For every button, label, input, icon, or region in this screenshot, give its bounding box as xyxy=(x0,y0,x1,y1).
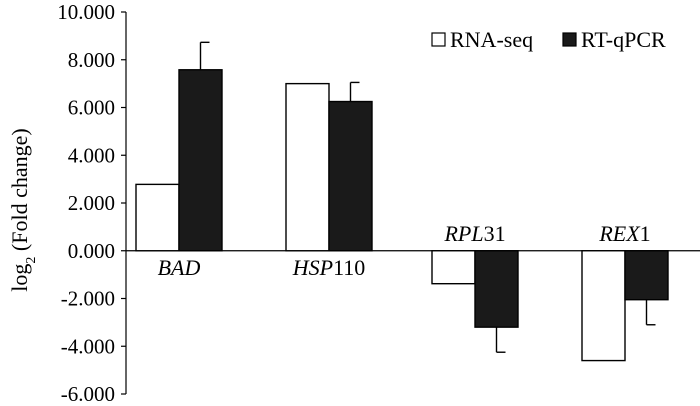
y-tick-label: 2.000 xyxy=(68,191,115,215)
y-tick-label: -6.000 xyxy=(61,382,115,406)
legend-label: RT-qPCR xyxy=(581,27,666,52)
bar-series xyxy=(135,41,669,362)
category-label: RPL31 xyxy=(443,221,505,246)
bar-rna-seq-rex1 xyxy=(581,250,626,362)
axes: 10.000 8.000 6.000 4.000 2.000 0.000 -2.000 -4.… xyxy=(57,0,700,406)
y-axis-title: log2 (Fold change) xyxy=(7,128,39,291)
bar-rt-qpcr-hsp110 xyxy=(328,100,373,252)
category-labels: BAD HSP110 RPL31 REX1 xyxy=(158,221,651,280)
bar-rna-seq-bad xyxy=(135,183,180,252)
bar-rt-qpcr-bad xyxy=(178,69,223,252)
y-tick-label: -4.000 xyxy=(61,334,115,358)
legend: RNA-seq RT-qPCR xyxy=(431,27,666,52)
bar-rt-qpcr-rex1 xyxy=(624,250,669,301)
category-label: HSP110 xyxy=(292,255,366,280)
bar-rna-seq-hsp110 xyxy=(285,82,330,252)
bar-rt-qpcr-rpl31 xyxy=(474,250,519,328)
legend-swatch xyxy=(562,32,577,47)
category-label: BAD xyxy=(158,255,201,280)
y-tick-label: 6.000 xyxy=(68,96,115,120)
y-tick-label: 4.000 xyxy=(68,143,115,167)
y-tick-label: 8.000 xyxy=(68,48,115,72)
y-tick-label: -2.000 xyxy=(61,287,115,311)
y-tick-label: 10.000 xyxy=(57,0,115,24)
category-label: REX1 xyxy=(598,221,650,246)
bar-rna-seq-rpl31 xyxy=(431,250,476,285)
legend-swatch xyxy=(431,32,446,47)
y-tick-label: 0.000 xyxy=(68,239,115,263)
legend-label: RNA-seq xyxy=(450,27,533,52)
